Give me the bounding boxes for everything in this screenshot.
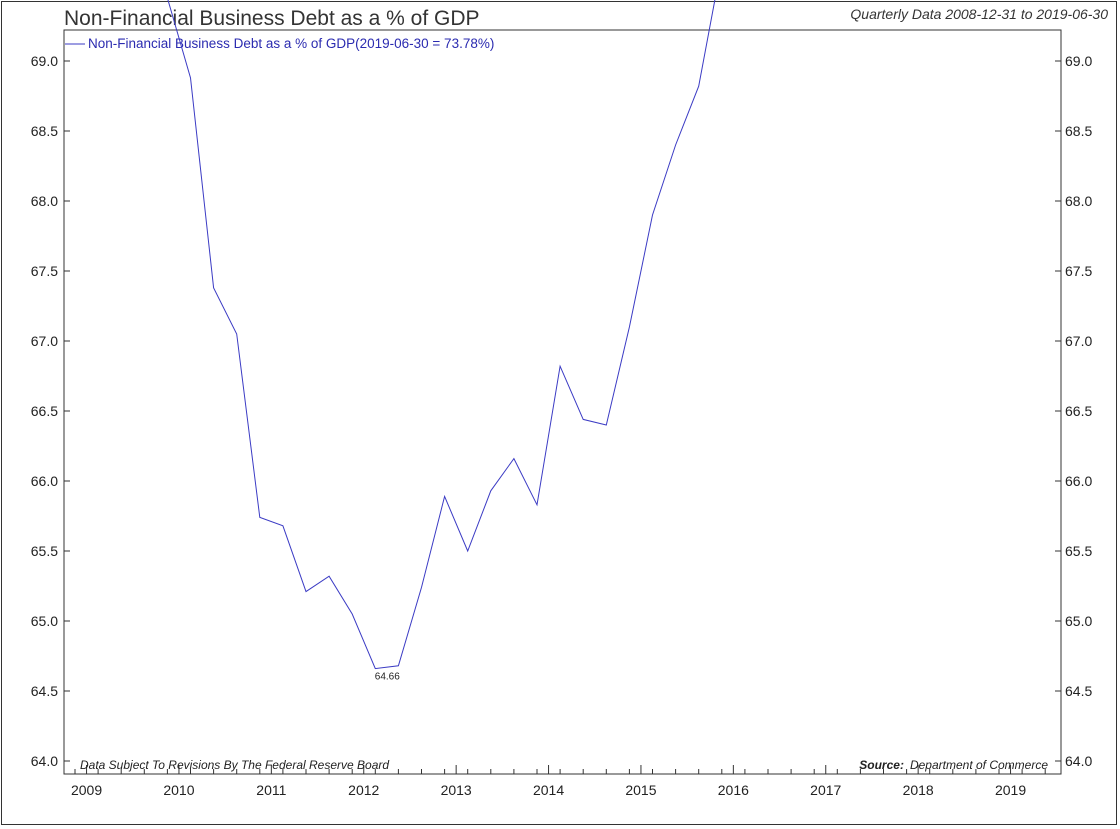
series-line bbox=[167, 0, 716, 670]
y-tick-label-right: 68.5 bbox=[1065, 123, 1092, 139]
footnote-revisions: Data Subject To Revisions By The Federal… bbox=[80, 758, 389, 772]
y-tick-label-left: 65.5 bbox=[31, 543, 58, 559]
y-tick-label-left: 65.0 bbox=[31, 613, 58, 629]
y-tick-label-left: 64.5 bbox=[31, 683, 58, 699]
y-tick-label-right: 64.5 bbox=[1065, 683, 1092, 699]
x-tick-label: 2015 bbox=[625, 782, 656, 798]
plot-area bbox=[63, 29, 1062, 775]
y-tick-label-right: 64.0 bbox=[1065, 753, 1092, 769]
y-tick-label-right: 65.0 bbox=[1065, 613, 1092, 629]
x-axis: 2009 2010 2011 2012 2013 2014 2015 2016 2017 2018… bbox=[71, 765, 1046, 798]
y-tick-label-right: 67.5 bbox=[1065, 263, 1092, 279]
y-tick-label-left: 68.0 bbox=[31, 193, 58, 209]
footnote-source-value: Department of Commerce bbox=[910, 758, 1048, 772]
series-group bbox=[167, 0, 716, 670]
x-tick-label: 2016 bbox=[718, 782, 749, 798]
footnote-source-label: Source: bbox=[859, 758, 904, 772]
x-tick-label: 2017 bbox=[810, 782, 841, 798]
y-tick-label-right: 66.0 bbox=[1065, 473, 1092, 489]
x-tick-label: 2012 bbox=[348, 782, 379, 798]
x-tick-label: 2013 bbox=[441, 782, 472, 798]
legend-label: Non-Financial Business Debt as a % of GD… bbox=[88, 36, 494, 51]
x-tick-label: 2011 bbox=[256, 782, 286, 798]
footnote-source: Source: Department of Commerce bbox=[859, 758, 1048, 772]
annotations-group: 73.6364.66 bbox=[375, 672, 400, 683]
y-tick-label-left: 64.0 bbox=[31, 753, 58, 769]
y-tick-label-right: 68.0 bbox=[1065, 193, 1092, 209]
y-axis-left: 64.0 64.5 65.0 65.5 66.0 66.5 67.0 67.5 68.0 68.5… bbox=[31, 53, 70, 769]
y-tick-label-left: 66.0 bbox=[31, 473, 58, 489]
y-tick-label-right: 65.5 bbox=[1065, 543, 1092, 559]
chart-subtitle: Quarterly Data 2008-12-31 to 2019-06-30 bbox=[850, 6, 1108, 22]
y-axis-right: 64.0 64.5 65.0 65.5 66.0 66.5 67.0 67.5 68.0 68.5… bbox=[1055, 53, 1092, 769]
annotation-label: 64.66 bbox=[375, 672, 400, 683]
y-tick-label-left: 67.5 bbox=[31, 263, 58, 279]
x-tick-label: 2014 bbox=[533, 782, 564, 798]
y-tick-label-left: 67.0 bbox=[31, 333, 58, 349]
y-tick-label-left: 68.5 bbox=[31, 123, 58, 139]
x-tick-label: 2009 bbox=[71, 782, 102, 798]
x-tick-label: 2019 bbox=[995, 782, 1026, 798]
y-tick-label-right: 69.0 bbox=[1065, 53, 1092, 69]
x-tick-label: 2010 bbox=[163, 782, 194, 798]
y-tick-label-right: 66.5 bbox=[1065, 403, 1092, 419]
x-tick-label: 2018 bbox=[903, 782, 934, 798]
chart-title: Non-Financial Business Debt as a % of GD… bbox=[64, 7, 480, 30]
y-tick-label-left: 66.5 bbox=[31, 403, 58, 419]
y-tick-label-left: 69.0 bbox=[31, 53, 58, 69]
y-tick-label-right: 67.0 bbox=[1065, 333, 1092, 349]
